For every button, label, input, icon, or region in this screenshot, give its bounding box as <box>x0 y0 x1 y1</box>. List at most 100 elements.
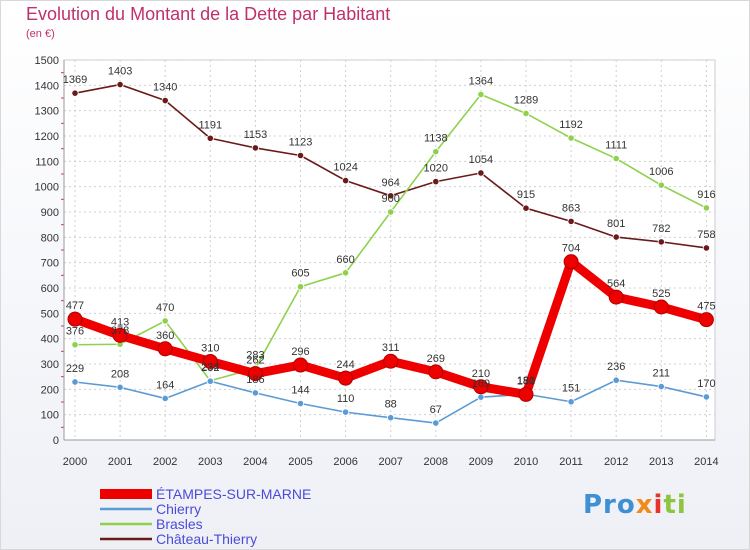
data-label: 900 <box>382 193 400 205</box>
data-point <box>432 178 440 186</box>
data-label: 1340 <box>153 82 177 94</box>
data-point <box>518 386 534 402</box>
data-label: 1138 <box>424 133 448 145</box>
data-point <box>251 389 259 397</box>
y-tick-label: 1500 <box>35 55 59 67</box>
data-label: 470 <box>156 302 174 314</box>
data-label: 413 <box>111 316 129 328</box>
data-label: 1192 <box>559 119 583 131</box>
y-tick-label: 700 <box>41 258 59 270</box>
x-tick-label: 2012 <box>604 456 628 468</box>
data-label: 211 <box>653 368 671 380</box>
x-tick-label: 2013 <box>649 456 673 468</box>
proxiti-logo: Proxiti <box>583 490 687 520</box>
data-point <box>477 169 485 177</box>
data-label: 229 <box>66 363 84 375</box>
data-label: 477 <box>66 300 84 312</box>
data-point <box>702 393 711 401</box>
data-point <box>657 382 665 391</box>
data-point <box>428 364 444 380</box>
data-label: 67 <box>430 404 442 416</box>
data-label: 1024 <box>333 162 357 174</box>
data-point <box>522 204 530 212</box>
data-point <box>116 383 124 391</box>
x-tick-label: 2011 <box>559 456 583 468</box>
data-label: 244 <box>336 359 354 371</box>
data-label: 170 <box>697 378 715 390</box>
y-tick-label: 200 <box>41 384 59 396</box>
data-label: 525 <box>652 288 670 300</box>
data-point <box>206 377 214 385</box>
data-point <box>387 192 395 200</box>
data-label: 311 <box>382 342 400 354</box>
data-label: 964 <box>382 177 400 189</box>
y-tick-label: 400 <box>41 334 59 346</box>
data-label: 180 <box>517 375 535 387</box>
data-point <box>296 399 305 408</box>
data-label: 1020 <box>424 163 448 175</box>
data-label: 1364 <box>469 75 493 87</box>
data-point <box>296 151 305 160</box>
data-point <box>612 376 620 384</box>
data-label: 210 <box>472 368 490 380</box>
data-label: 164 <box>156 379 174 391</box>
data-point <box>432 419 440 427</box>
data-point <box>612 154 620 163</box>
legend-label: Chierry <box>156 501 201 517</box>
data-point <box>387 414 395 422</box>
data-label: 1289 <box>514 94 538 106</box>
y-tick-label: 1300 <box>35 106 59 118</box>
data-point <box>202 353 218 369</box>
chart-title: Evolution du Montant de la Dette par Hab… <box>26 4 391 24</box>
data-label: 186 <box>246 374 264 386</box>
data-point <box>341 408 350 416</box>
data-label: 704 <box>562 243 580 255</box>
data-point <box>161 317 169 325</box>
data-label: 801 <box>607 218 625 230</box>
data-point <box>161 394 169 403</box>
x-tick-label: 2001 <box>108 456 132 468</box>
y-tick-label: 900 <box>41 207 59 219</box>
data-point <box>161 96 169 105</box>
y-tick-label: 600 <box>41 283 59 295</box>
data-label: 283 <box>246 349 264 361</box>
data-label: 169 <box>472 378 490 390</box>
data-point <box>563 254 579 270</box>
data-label: 1006 <box>649 166 673 178</box>
data-label: 376 <box>66 326 84 338</box>
data-point <box>702 204 711 212</box>
data-label: 475 <box>697 301 715 313</box>
data-label: 360 <box>156 330 174 342</box>
data-label: 234 <box>201 362 219 374</box>
x-tick-label: 2014 <box>694 456 718 468</box>
x-tick-label: 2009 <box>469 456 493 468</box>
data-label: 236 <box>607 361 625 373</box>
data-point <box>432 148 440 156</box>
data-point <box>247 366 263 382</box>
data-point <box>567 217 575 225</box>
data-point <box>341 269 350 277</box>
data-point <box>477 393 485 401</box>
data-label: 181 <box>517 375 535 387</box>
y-tick-label: 1200 <box>35 131 59 143</box>
data-point <box>383 353 399 369</box>
data-point <box>567 134 575 142</box>
data-label: 782 <box>652 223 670 235</box>
y-tick-label: 500 <box>41 308 59 320</box>
data-label: 208 <box>111 368 129 380</box>
y-tick-label: 1400 <box>35 80 59 92</box>
data-label: 758 <box>697 229 715 241</box>
data-point <box>71 89 79 97</box>
x-tick-label: 2007 <box>378 456 402 468</box>
y-tick-label: 100 <box>41 410 59 422</box>
x-tick-label: 2000 <box>63 456 87 468</box>
legend-label: ÉTAMPES-SUR-MARNE <box>156 486 311 502</box>
data-label: 916 <box>697 189 715 201</box>
data-label: 296 <box>291 346 309 358</box>
data-point <box>567 398 575 406</box>
plot-area <box>63 59 716 441</box>
data-label: 378 <box>111 325 129 337</box>
data-label: 310 <box>201 342 219 354</box>
data-label: 605 <box>291 268 309 280</box>
